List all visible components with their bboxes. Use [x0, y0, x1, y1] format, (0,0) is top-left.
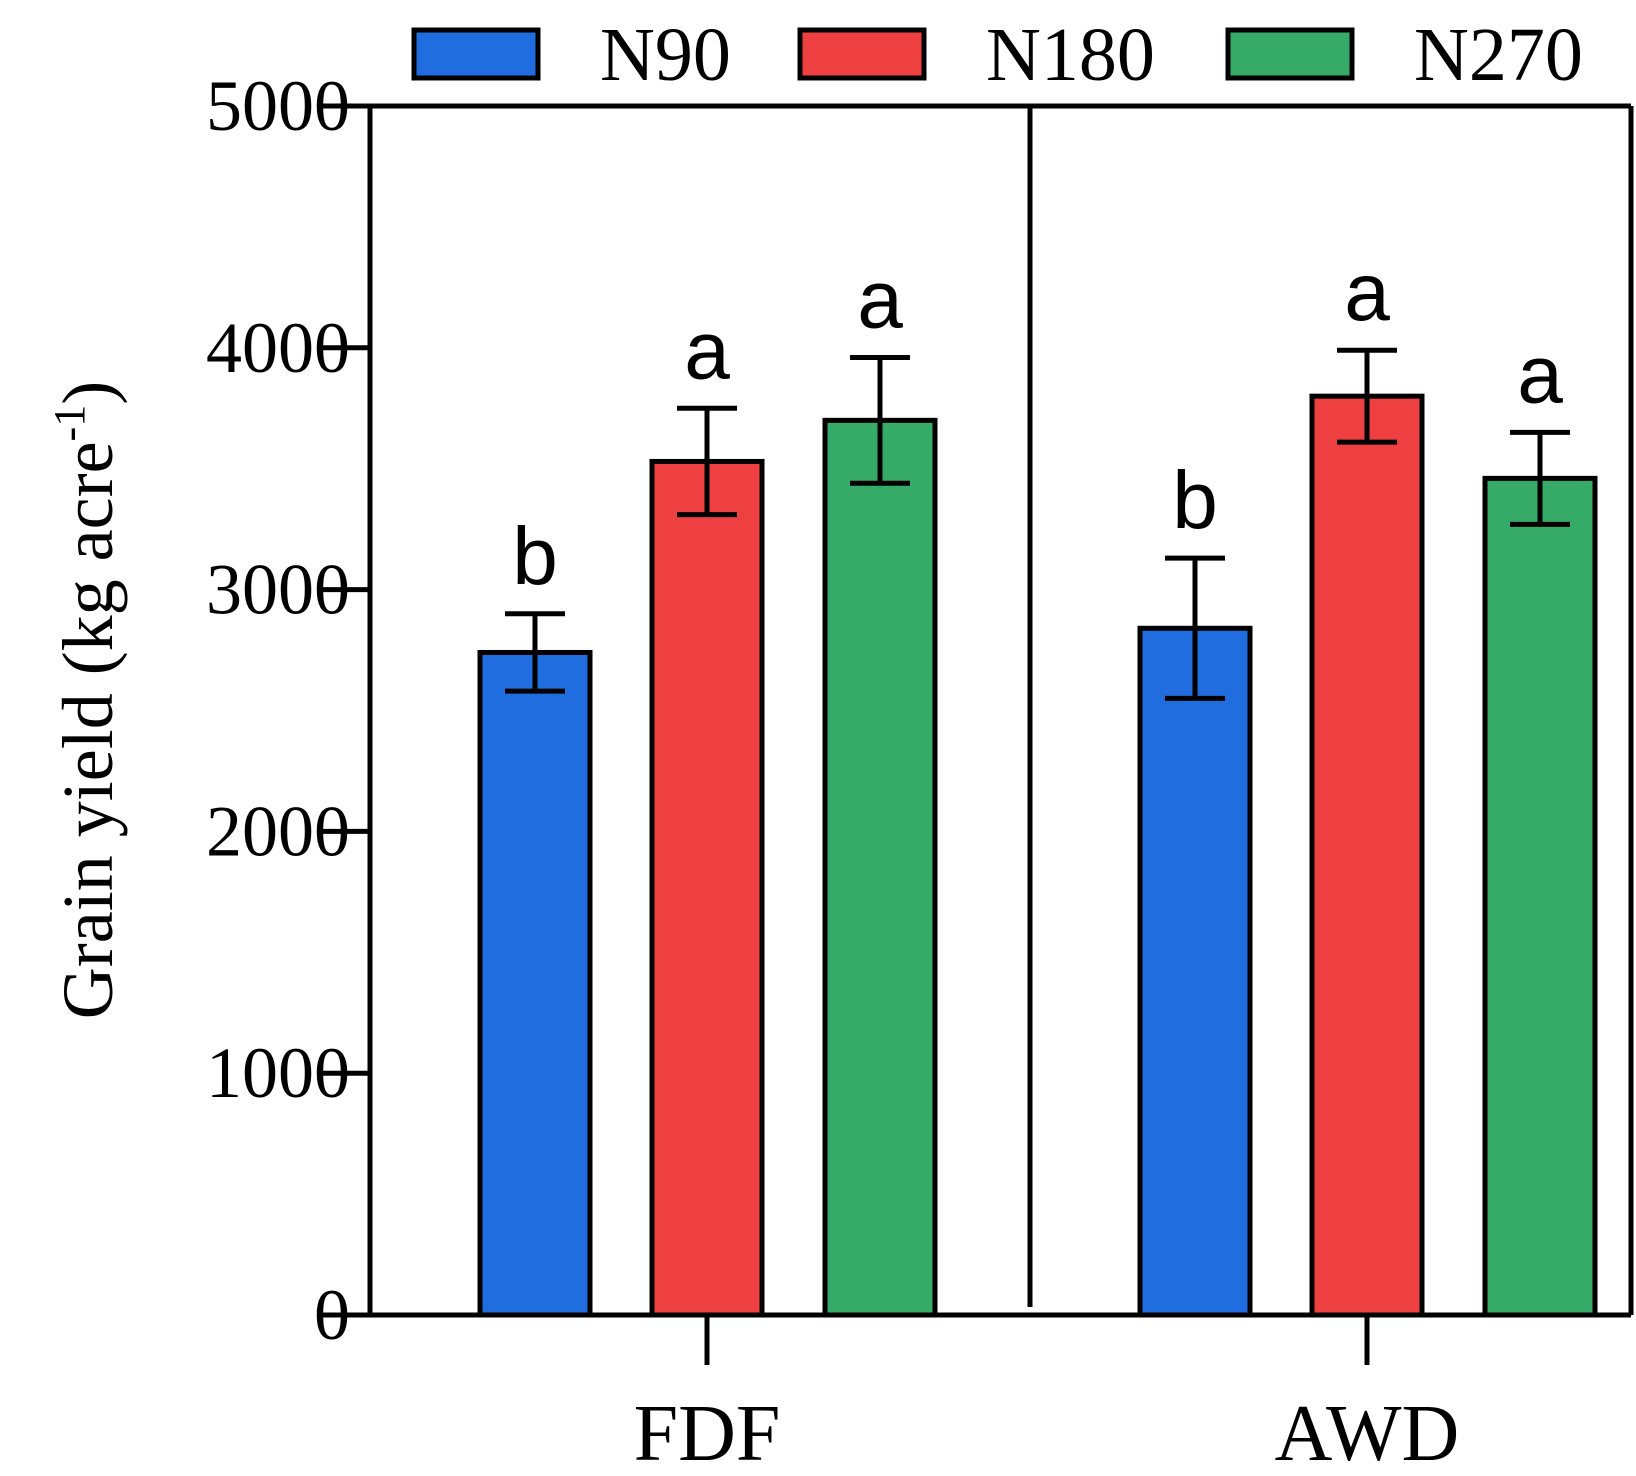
bar-N270-FDF [822, 417, 938, 1318]
legend-swatch-N90 [411, 27, 541, 81]
bars [477, 393, 1598, 1318]
x-category-label-AWD: AWD [1275, 1390, 1460, 1476]
significance-letter-N180-FDF: a [684, 305, 730, 396]
bar-N180-FDF [649, 458, 765, 1318]
legend-swatch-N180 [797, 27, 927, 81]
x-axis: FDF AWD [634, 1315, 1460, 1476]
bar-N180-AWD [1309, 393, 1425, 1318]
significance-letter-N90-AWD: b [1172, 455, 1218, 546]
y-axis-label: Grain yield (kg acre-1) [45, 381, 128, 1019]
bar-N90-FDF [477, 649, 593, 1318]
significance-letters: b a a b a a [512, 247, 1563, 602]
legend-label-N180: N180 [986, 13, 1155, 97]
y-tick-label: 3000 [206, 550, 350, 630]
y-tick-label: 0 [314, 1275, 350, 1355]
significance-letter-N90-FDF: b [512, 511, 558, 602]
bar-N270-AWD [1482, 475, 1598, 1318]
error-bars [505, 347, 1570, 701]
y-tick-label: 4000 [206, 308, 350, 388]
y-tick-label: 2000 [206, 791, 350, 871]
legend-label-N270: N270 [1414, 13, 1583, 97]
y-tick-label: 1000 [206, 1033, 350, 1113]
bar-N90-AWD [1137, 625, 1253, 1318]
y-axis: 0 1000 2000 3000 4000 5000 [206, 66, 370, 1355]
significance-letter-N180-AWD: a [1344, 247, 1390, 338]
y-axis-label-tail: ) [48, 381, 128, 405]
legend: N90 N180 N270 [411, 13, 1583, 97]
plot-frame [367, 103, 1634, 1318]
legend-swatch-N270 [1225, 27, 1355, 81]
y-tick-label: 5000 [206, 66, 350, 146]
significance-letter-N270-FDF: a [857, 254, 903, 345]
x-category-label-FDF: FDF [634, 1390, 781, 1476]
y-axis-label-superscript: -1 [45, 405, 94, 442]
legend-label-N90: N90 [600, 13, 731, 97]
y-axis-label-main: Grain yield (kg acre [48, 441, 128, 1019]
significance-letter-N270-AWD: a [1517, 329, 1563, 420]
